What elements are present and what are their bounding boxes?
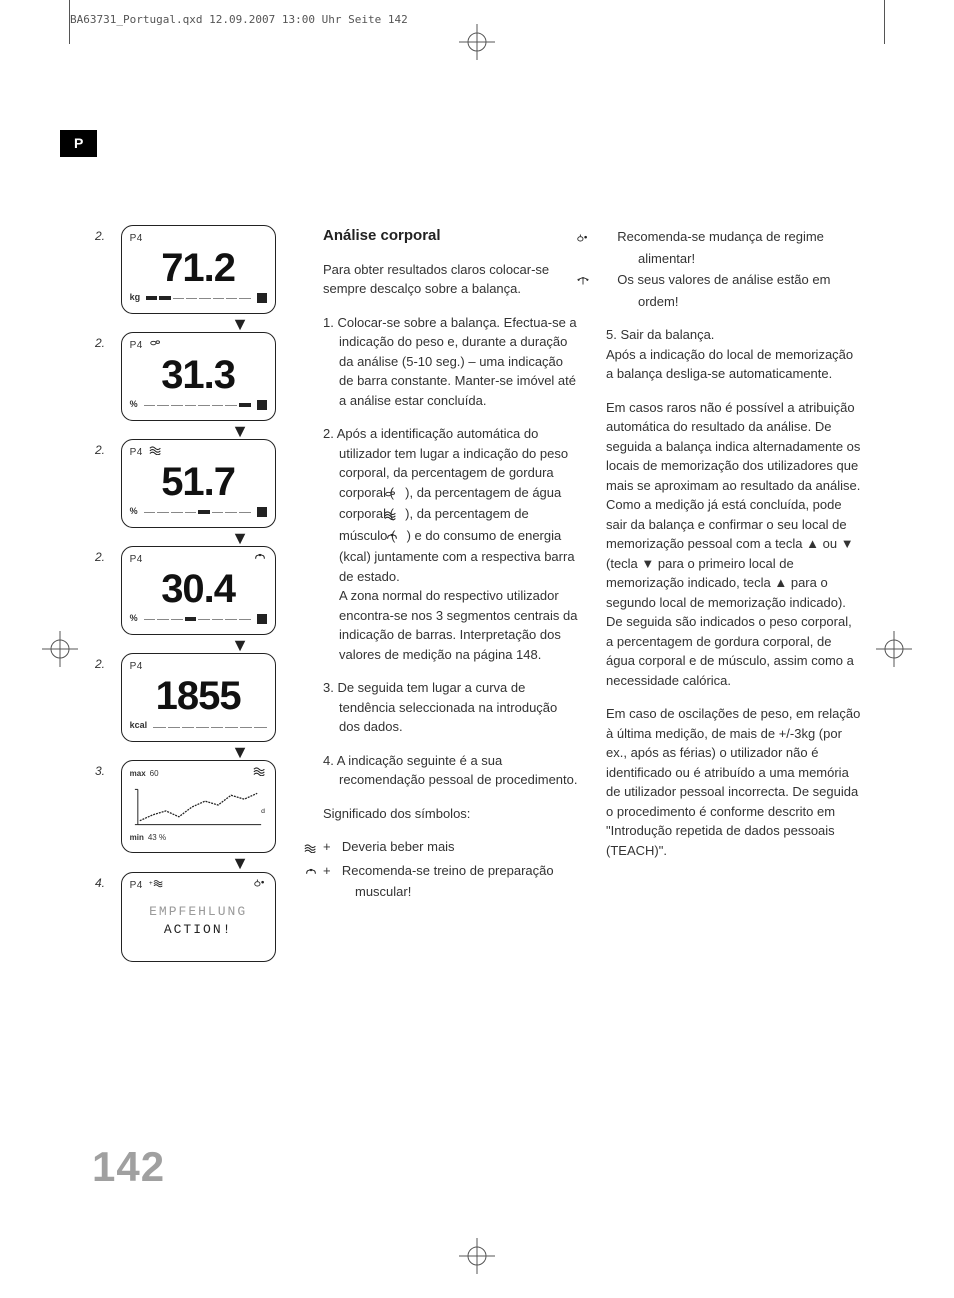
symbol-meaning-food: Recomenda-se mudança de regime alimentar… <box>606 227 861 268</box>
text-column-3: Recomenda-se mudança de regime alimentar… <box>606 225 861 966</box>
step-number: 2. <box>95 441 117 459</box>
profile-label: P4 <box>130 659 143 674</box>
register-mark-top <box>457 22 497 62</box>
lcd-display: P4 31.3 % <box>121 332 276 421</box>
water-icon <box>149 445 163 460</box>
action-line1: EMPFEHLUNG <box>130 903 267 921</box>
step-number: 3. <box>95 762 117 780</box>
marker <box>257 507 267 517</box>
display-value: 51.7 <box>130 462 267 502</box>
section-title: Análise corporal <box>323 225 578 248</box>
marker <box>257 614 267 624</box>
lcd-display: P4 30.4 % <box>121 546 276 635</box>
paragraph-auto-assign: Em casos raros não é possível a atribuiç… <box>606 398 861 691</box>
step-5: 5. Sair da balança. Após a indicação do … <box>606 325 861 384</box>
profile-label: P4 <box>130 445 143 460</box>
step-2: 2. Após a identificação automática do ut… <box>323 424 578 664</box>
profile-label: P4 <box>130 231 143 246</box>
arrow-down-icon: ▼ <box>185 746 295 759</box>
lcd-display: P4 1855 kcal <box>121 653 276 742</box>
unit-label: kg <box>130 291 141 305</box>
bar-indicator <box>144 617 251 621</box>
display-panel: 2. P4 71.2 kg <box>95 225 295 314</box>
intro-paragraph: Para obter resultados claros colocar-se … <box>323 260 578 299</box>
lcd-display: max 60 d min 43 % <box>121 760 276 853</box>
symbol-meaning-water: + Deveria beber mais <box>323 837 578 859</box>
step-number: 4. <box>95 874 117 892</box>
symbol-meaning-muscle: + Recomenda-se treino de preparação musc… <box>323 861 578 902</box>
register-mark-left <box>40 629 80 669</box>
food-icon <box>253 878 267 893</box>
display-value: 71.2 <box>130 248 267 288</box>
paragraph-weight-swing: Em caso de oscilações de peso, em relaçã… <box>606 704 861 860</box>
action-line2: ACTION! <box>130 921 267 939</box>
arrow-down-icon: ▼ <box>185 857 295 870</box>
symbols-title: Significado dos símbolos: <box>323 804 578 824</box>
step-3: 3. De seguida tem lugar a curva de tendê… <box>323 678 578 737</box>
muscle-icon <box>253 552 267 567</box>
lcd-display: P4 71.2 kg <box>121 225 276 314</box>
unit-label: % <box>130 398 138 412</box>
arrow-down-icon: ▼ <box>185 639 295 652</box>
display-value: 30.4 <box>130 569 267 609</box>
bar-indicator <box>144 510 251 514</box>
print-header: BA63731_Portugal.qxd 12.09.2007 13:00 Uh… <box>70 12 408 29</box>
crop-line <box>69 0 70 44</box>
language-tab: P <box>60 130 97 157</box>
text-column-2: Análise corporal Para obter resultados c… <box>323 225 578 966</box>
display-panel: 4. P4 + EMPFEHLUNG ACTION! <box>95 872 295 962</box>
bar-indicator <box>153 725 266 728</box>
display-panel: 2. P4 1855 kcal <box>95 653 295 742</box>
step-number: 2. <box>95 548 117 566</box>
arrow-down-icon: ▼ <box>185 425 295 438</box>
display-panel: 3. max 60 d min 43 % <box>95 760 295 853</box>
step-4: 4. A indicação seguinte é a sua recomend… <box>323 751 578 790</box>
marker <box>257 293 267 303</box>
profile-label: P4 <box>130 338 143 353</box>
display-column: 2. P4 71.2 kg ▼ 2. P4 31.3 % <box>95 225 295 966</box>
profile-label: P4 <box>130 878 143 893</box>
display-panel: 2. P4 30.4 % <box>95 546 295 635</box>
display-panel: 2. P4 51.7 % <box>95 439 295 528</box>
unit-label: % <box>130 505 138 519</box>
bar-indicator <box>144 403 251 407</box>
lcd-display: P4 + EMPFEHLUNG ACTION! <box>121 872 276 962</box>
svg-text:+: + <box>149 880 153 887</box>
step-number: 2. <box>95 227 117 245</box>
bar-indicator <box>146 296 250 300</box>
unit-label: kcal <box>130 719 148 733</box>
lcd-display: P4 51.7 % <box>121 439 276 528</box>
water-icon <box>253 766 267 781</box>
crop-line <box>884 0 885 44</box>
page-number: 142 <box>92 1135 165 1198</box>
page-content: 2. P4 71.2 kg ▼ 2. P4 31.3 % <box>95 225 885 966</box>
svg-text:d: d <box>261 808 265 815</box>
arrow-down-icon: ▼ <box>185 318 295 331</box>
profile-label: P4 <box>130 552 143 567</box>
display-value: 31.3 <box>130 355 267 395</box>
fat-icon <box>149 338 163 353</box>
marker <box>257 400 267 410</box>
unit-label: % <box>130 612 138 626</box>
step-number: 2. <box>95 334 117 352</box>
water-plus-icon: + <box>149 878 163 893</box>
symbol-meaning-scale: Os seus valores de análise estão em orde… <box>606 270 861 311</box>
register-mark-bottom <box>457 1236 497 1276</box>
step-number: 2. <box>95 655 117 673</box>
arrow-down-icon: ▼ <box>185 532 295 545</box>
step-1: 1. Colocar-se sobre a balança. Efectua-s… <box>323 313 578 411</box>
display-panel: 2. P4 31.3 % <box>95 332 295 421</box>
display-value: 1855 <box>130 676 267 716</box>
